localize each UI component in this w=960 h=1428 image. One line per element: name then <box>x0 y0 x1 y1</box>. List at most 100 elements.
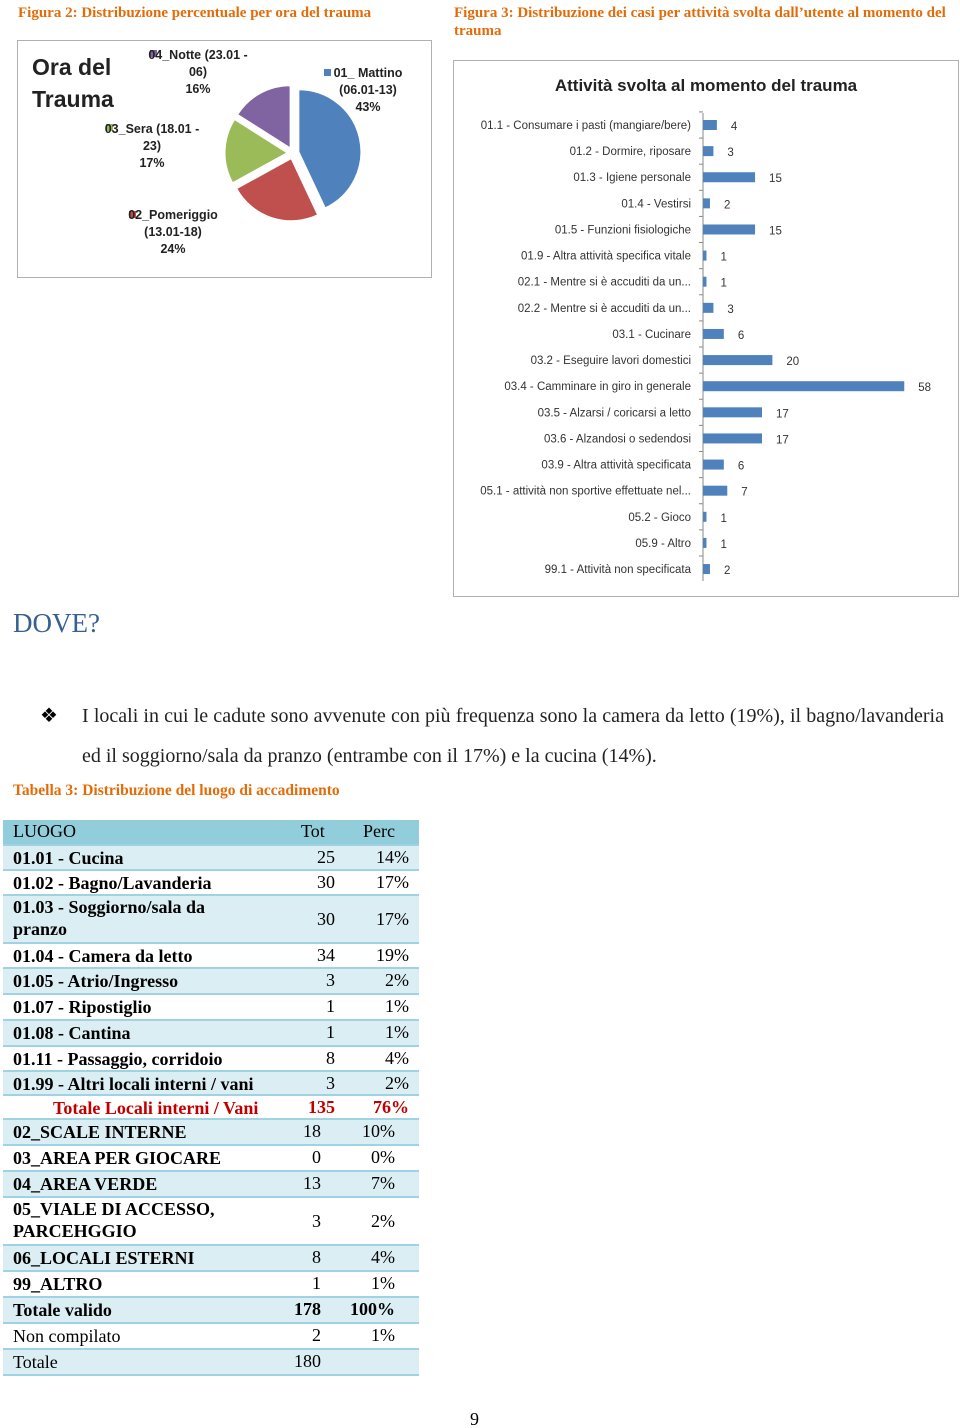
bar <box>703 120 717 130</box>
table-cell: Totale <box>13 1352 58 1372</box>
bar <box>703 328 724 339</box>
table-cell: 01.08 - Cantina <box>13 1023 131 1043</box>
table-cell: 76% <box>373 1097 409 1117</box>
value-label: 20 <box>786 356 799 368</box>
value-label: 16% <box>185 82 211 96</box>
header-cell: Perc <box>363 821 395 841</box>
y-tick-label: 05.2 - Gioco <box>628 512 691 524</box>
table-cell: 01.05 - Atrio/Ingresso <box>13 971 179 991</box>
table-row: 01.01 - Cucina 25 14% <box>3 846 419 871</box>
value-label: 7 <box>741 487 747 499</box>
pie-slice <box>298 89 362 209</box>
bar <box>703 433 762 444</box>
y-tick-label: 01.3 - Igiene personale <box>573 172 691 184</box>
section-heading: DOVE? <box>13 608 100 638</box>
y-tick-label: 01.5 - Funzioni fisiologiche <box>555 224 691 236</box>
pie-label: 01_ Mattino (06.01-13) 43% <box>318 65 418 116</box>
y-tick-label: 02.2 - Mentre si è accuditi da un... <box>518 303 691 315</box>
table-cell: 02_SCALE INTERNE <box>13 1122 187 1142</box>
table-cell: 1 <box>312 1273 321 1293</box>
figure-caption: Figura 3: Distribuzione dei casi per att… <box>454 5 946 39</box>
y-tick-label: 03.1 - Cucinare <box>612 329 691 341</box>
value-label: 1 <box>720 278 726 290</box>
bar <box>703 355 773 366</box>
table-caption: Tabella 3: Distribuzione del luogo di ac… <box>13 782 340 799</box>
table-cell: 06_LOCALI ESTERNI <box>13 1248 195 1268</box>
value-label: 43% <box>355 100 381 114</box>
header-cell: Tot <box>301 821 325 841</box>
paragraph: I locali in cui le cadute sono avvenute … <box>82 705 944 767</box>
chart-title: Ora del Trauma <box>32 54 114 112</box>
table-cell: 1% <box>371 1325 395 1345</box>
pie-label: 03_Sera (18.01 - 23) 17% <box>102 121 202 172</box>
table-row: 01.02 - Bagno/Lavanderia 30 17% <box>3 871 419 896</box>
table-row: 01.03 - Soggiorno/sala da pranzo 30 17% <box>3 896 419 944</box>
figure-caption: Figura 2: Distribuzione percentuale per … <box>18 5 372 21</box>
value-label: 17 <box>776 434 789 446</box>
bar <box>703 537 707 548</box>
table-cell: 1 <box>326 1022 335 1042</box>
header-cell: LUOGO <box>13 821 76 841</box>
value-label: 24% <box>160 242 186 256</box>
pie-svg <box>106 50 362 222</box>
table-row: 01.07 - Ripostiglio 1 1% <box>3 995 419 1021</box>
table-row: 99_ALTRO 1 1% <box>3 1272 419 1298</box>
y-tick-label: 03.9 - Altra attività specificata <box>541 460 691 472</box>
table-cell: 1% <box>371 1273 395 1293</box>
table-row: 01.11 - Passaggio, corridoio 8 4% <box>3 1047 419 1072</box>
pie-label: 02_Pomeriggio (13.01-18) 24% <box>123 207 223 258</box>
bar-chart-box: Attività svolta al momento del trauma 01… <box>453 60 959 597</box>
table-cell: 18 <box>303 1121 321 1141</box>
bar <box>703 250 707 261</box>
pie-slice <box>236 158 319 222</box>
table-cell: 3 <box>326 1073 335 1093</box>
table-cell: 01.11 - Passaggio, corridoio <box>13 1049 223 1069</box>
value-label: 2 <box>724 565 730 577</box>
table-cell: 4% <box>385 1048 409 1068</box>
y-tick-label: 03.5 - Alzarsi / coricarsi a letto <box>538 407 691 419</box>
table-cell: 1% <box>385 1022 409 1042</box>
table-row: 02_SCALE INTERNE 18 10% <box>3 1120 419 1146</box>
bar <box>703 485 728 496</box>
table-cell: 180 <box>294 1351 321 1371</box>
y-tick-label: 03.6 - Alzandosi o sedendosi <box>544 433 691 445</box>
table-cell: 0% <box>371 1147 395 1167</box>
table-cell: 135 <box>308 1097 335 1117</box>
page-number: 9 <box>470 1409 479 1428</box>
table-cell: 17% <box>376 909 409 929</box>
table-cell: 10% <box>362 1121 395 1141</box>
table-cell: 2% <box>371 1211 395 1231</box>
table-row: 05_VIALE DI ACCESSO, PARCEHGGIO 3 2% <box>3 1198 419 1246</box>
table-row: 01.04 - Camera da letto 34 19% <box>3 944 419 969</box>
y-tick-label: 01.1 - Consumare i pasti (mangiare/bere) <box>481 120 691 132</box>
table-cell: 30 <box>317 909 335 929</box>
table-cell: Totale valido <box>13 1300 112 1320</box>
table-cell: 3 <box>326 970 335 990</box>
table-cell: 8 <box>312 1247 321 1267</box>
table-row: 03_AREA PER GIOCARE 0 0% <box>3 1146 419 1172</box>
y-tick-label: 05.9 - Altro <box>635 538 691 550</box>
table-row: Non compilato 2 1% <box>3 1324 419 1350</box>
table-cell: 3 <box>312 1211 321 1231</box>
table-cell: Totale Locali interni / Vani <box>53 1098 259 1118</box>
value-label: 17 <box>776 408 789 420</box>
legend-swatch <box>106 124 113 131</box>
table-cell: 01.07 - Ripostiglio <box>13 997 152 1017</box>
table-cell: 04_AREA VERDE <box>13 1174 158 1194</box>
legend-swatch <box>129 211 136 218</box>
table-cell: 01.03 - Soggiorno/sala da pranzo <box>13 897 206 939</box>
table-cell: 34 <box>317 945 335 965</box>
value-label: 3 <box>727 147 733 159</box>
bar <box>703 276 707 287</box>
bar <box>703 381 905 392</box>
y-tick-label: 02.1 - Mentre si è accuditi da un... <box>518 277 691 289</box>
table-cell: 01.01 - Cucina <box>13 848 124 868</box>
value-label: 3 <box>727 304 733 316</box>
table-cell: 2 <box>312 1325 321 1345</box>
table-cell: 01.02 - Bagno/Lavanderia <box>13 873 212 893</box>
table-cell: 03_AREA PER GIOCARE <box>13 1148 222 1168</box>
legend-swatch <box>150 50 157 57</box>
category-label: 04_Notte (23.01 - 06) <box>148 48 248 79</box>
table-cell: 30 <box>317 872 335 892</box>
